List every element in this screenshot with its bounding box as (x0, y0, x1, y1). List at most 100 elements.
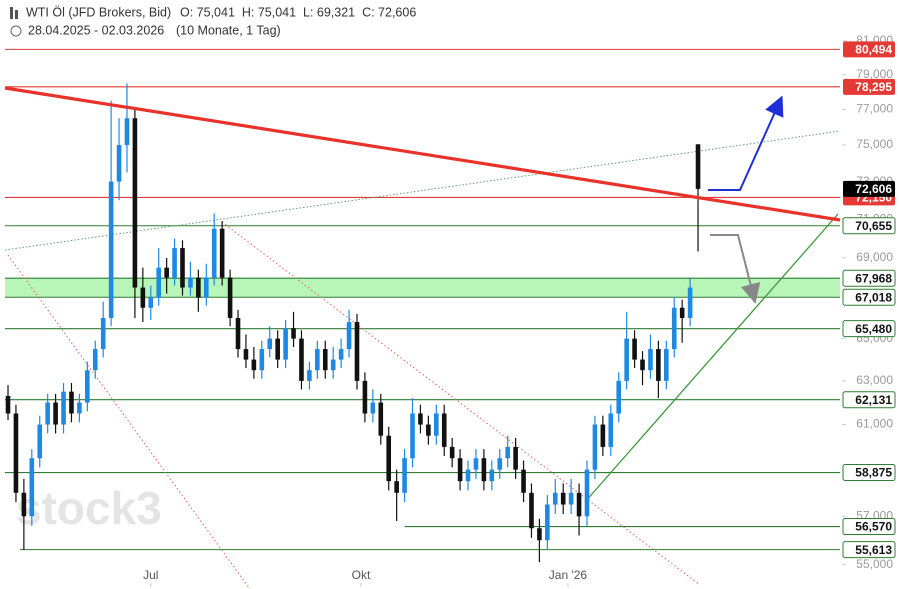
candle-body (227, 277, 233, 318)
candle-body (552, 492, 558, 505)
candle-body (275, 338, 280, 360)
candle-body (529, 492, 534, 529)
candle-body (140, 287, 146, 308)
y-tick-label: 79,000 (856, 67, 893, 81)
candle-body (108, 181, 114, 318)
level-label: 58,875 (855, 466, 892, 480)
candle-body (664, 349, 669, 381)
level-label: 65,480 (855, 322, 892, 336)
header-span: (10 Monate, 1 Tag) (176, 23, 281, 37)
y-tick-label: 69,000 (856, 250, 893, 264)
header-ohlc: O: 75,041 H: 75,041 L: 69,321 C: 72,606 (180, 5, 416, 19)
candle-body (687, 287, 693, 318)
x-tick-label: Okt (352, 568, 371, 582)
candle-body (61, 391, 66, 425)
level-label: 72,606 (855, 182, 892, 196)
candle-body (219, 228, 225, 278)
candle-body (378, 402, 384, 436)
icon (15, 10, 18, 19)
candle-body (465, 469, 471, 482)
candle-body (457, 458, 463, 482)
channel-line (7, 254, 251, 589)
candle-body (608, 413, 614, 447)
scenario-arrow (708, 95, 784, 191)
candle-body (386, 435, 392, 482)
candle-body (322, 349, 328, 371)
scenario-arrow (710, 234, 761, 304)
candle-body (13, 413, 19, 493)
candle-body (592, 424, 598, 470)
level-label: 67,018 (855, 290, 892, 304)
candle-body (370, 402, 376, 414)
candle-body (449, 446, 455, 459)
candle-body (497, 458, 503, 470)
candle-body (100, 317, 106, 350)
axis: 55,00057,00059,00061,00063,00065,00067,0… (143, 33, 896, 587)
candle-body (307, 370, 312, 381)
zone (5, 278, 840, 298)
candle-body (243, 349, 249, 360)
candle-body (489, 469, 495, 482)
candle-body (172, 248, 177, 278)
level-layer (5, 48, 840, 551)
candle-body (576, 492, 582, 517)
candle-body (283, 328, 288, 360)
candle-body (330, 359, 336, 371)
candle-body (410, 413, 415, 459)
candle-body (211, 228, 217, 278)
candle-body (124, 118, 130, 146)
candle-body (180, 248, 185, 288)
level-label: 56,570 (855, 520, 892, 534)
x-tick-label: Jul (143, 568, 158, 582)
candle-body (251, 359, 257, 371)
candle-body (640, 359, 645, 371)
candle-body (116, 145, 122, 182)
y-tick-label: 61,000 (856, 417, 893, 431)
candle-body (473, 458, 479, 470)
candle-body (37, 424, 43, 459)
candle-body (695, 144, 701, 189)
candle-body (560, 492, 566, 505)
level-label-box (843, 78, 895, 95)
candle-body (235, 317, 241, 350)
candle-body (418, 413, 423, 425)
level-label: 62,131 (855, 393, 892, 407)
y-tick-label: 75,000 (856, 137, 893, 151)
candle-body (45, 402, 50, 425)
level-label: 70,655 (855, 219, 892, 233)
candle-body (85, 370, 90, 403)
candle-body (92, 349, 98, 371)
level-label: 80,494 (855, 43, 892, 57)
candle-body (188, 277, 193, 288)
candle-body (259, 349, 265, 371)
candle-body (164, 267, 169, 278)
candle-body (426, 424, 431, 436)
level-label: 67,968 (855, 271, 892, 285)
candle-body (600, 424, 606, 447)
watermark: stock3 (16, 482, 162, 534)
candle-body (5, 396, 11, 414)
candle-body (648, 349, 653, 371)
level-label-box (842, 320, 896, 338)
candle-body (354, 322, 360, 381)
level-label-box (842, 269, 896, 287)
candle-body (156, 267, 162, 298)
candle-body (267, 338, 273, 350)
candle-body (148, 297, 154, 308)
candle-body (545, 504, 550, 541)
level-label-box (842, 288, 896, 306)
candle-body (624, 338, 629, 381)
candle-body (568, 492, 574, 505)
icon (10, 7, 13, 19)
candle-body (402, 458, 407, 493)
candle-body (299, 338, 304, 381)
candle-body (132, 118, 138, 288)
candle-body (338, 349, 344, 360)
candles (5, 83, 701, 563)
clock-icon (10, 25, 22, 37)
candle-body (346, 322, 352, 350)
candle-body (679, 307, 685, 318)
resistance-trend (4, 86, 841, 222)
candle-body (69, 391, 74, 414)
